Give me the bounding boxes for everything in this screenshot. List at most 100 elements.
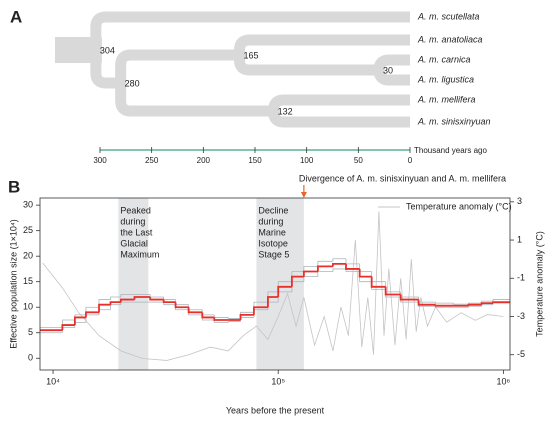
time-tick-label: 100 — [300, 156, 314, 165]
branch — [234, 34, 410, 55]
shaded-region — [118, 198, 149, 370]
step-segment — [481, 304, 494, 307]
step-segment — [213, 317, 229, 321]
step-segment — [120, 294, 135, 298]
step-segment — [371, 271, 386, 283]
time-tick-label: 150 — [248, 156, 262, 165]
branch — [234, 55, 379, 76]
step-segment — [332, 258, 347, 262]
step-segment — [317, 260, 333, 267]
branch — [373, 54, 410, 71]
shaded-label: Maximum — [120, 249, 159, 259]
branch — [268, 111, 410, 128]
step-segment — [303, 265, 318, 272]
step-segment — [303, 276, 318, 282]
step-segment — [332, 262, 347, 267]
step-segment — [149, 297, 164, 301]
x-tick-label: 10⁴ — [46, 376, 60, 386]
y-tick-label: 0 — [28, 353, 33, 363]
shaded-label: Marine — [258, 227, 286, 237]
y2-tick-label: -5 — [517, 349, 525, 359]
leaf-label: A. m. anatoliaca — [417, 34, 483, 44]
step-segment — [163, 297, 176, 300]
step-segment — [435, 302, 454, 304]
step-segment — [98, 299, 111, 308]
step-segment — [201, 312, 215, 319]
step-segment — [187, 307, 203, 314]
branch — [90, 50, 121, 89]
y2-tick-label: -3 — [517, 311, 525, 321]
y-tick-label: 5 — [28, 327, 33, 337]
step-segment — [85, 306, 100, 315]
branch — [268, 94, 410, 111]
y2-tick-label: 1 — [517, 234, 522, 244]
x-tick-label: 10⁶ — [497, 376, 511, 386]
step-segment — [480, 302, 494, 305]
plot-data — [40, 211, 510, 361]
y-tick-label: 30 — [23, 200, 33, 210]
shaded-label: Stage 5 — [258, 249, 289, 259]
step-segment — [61, 324, 75, 331]
node-label: 280 — [125, 78, 140, 88]
y2-tick-label: 3 — [517, 196, 522, 206]
x-axis-label: Years before the present — [226, 405, 325, 415]
step-segment — [240, 317, 254, 322]
tree: 304 280 165 30 132 A. m. scutellata A. m. anat… — [55, 11, 491, 128]
step-segment — [98, 303, 111, 313]
node-label: 165 — [244, 50, 259, 60]
time-tick-label: 300 — [93, 156, 107, 165]
step-segment — [253, 306, 268, 315]
step-segment — [162, 299, 176, 304]
leaf-label: A. m. scutellata — [417, 11, 480, 21]
step-segment — [110, 304, 121, 310]
step-segment — [277, 285, 292, 298]
step-segment — [358, 268, 372, 278]
step-segment — [332, 268, 347, 272]
step-segment — [110, 296, 121, 300]
shaded-label: Decline — [258, 205, 288, 215]
step-segment — [302, 270, 318, 277]
step-segment — [434, 304, 454, 307]
step-segment — [345, 258, 360, 265]
step-segment — [239, 313, 254, 320]
step-segment — [345, 263, 360, 270]
branch — [115, 83, 274, 117]
step-segment — [317, 271, 333, 277]
annotation-arrowhead — [300, 192, 307, 198]
step-segment — [74, 322, 86, 328]
step-segment — [201, 309, 215, 316]
annotation-text: Divergence of A. m. sinisxinyuan and A. … — [299, 173, 506, 183]
step-segment — [188, 304, 203, 311]
node-label: 304 — [100, 45, 115, 55]
y-tick-label: 15 — [23, 276, 33, 286]
x-tick-label: 10⁵ — [271, 376, 285, 386]
step-segment — [492, 302, 510, 305]
step-segment — [119, 298, 135, 303]
step-segment — [400, 291, 419, 298]
step-segment — [399, 294, 419, 301]
step-segment — [61, 319, 75, 328]
leaf-label: A. m. carnica — [417, 54, 471, 64]
branch — [90, 11, 410, 50]
step-segment — [359, 263, 372, 272]
shaded-label: the Last — [120, 227, 153, 237]
shaded-label: Peaked — [120, 205, 151, 215]
leaf-label: A. m. sinisxinyuan — [417, 116, 491, 126]
step-segment — [417, 299, 436, 306]
time-tick-label: 50 — [354, 156, 363, 165]
shaded-region — [256, 198, 304, 370]
leaf-label: A. m. ligustica — [417, 74, 474, 84]
branch — [373, 69, 410, 86]
y-tick-label: 20 — [23, 251, 33, 261]
step-segment — [316, 265, 333, 272]
node-label: 30 — [383, 65, 393, 75]
step-segment — [370, 276, 386, 288]
legend-label: Temperature anomaly (°C) — [406, 201, 512, 211]
step-segment — [85, 314, 100, 323]
step-segment — [492, 301, 510, 304]
step-segment — [290, 275, 304, 287]
shaded-label: Isotope — [258, 238, 288, 248]
shaded-label: during — [258, 216, 283, 226]
time-axis-label: Thousand years ago — [414, 146, 487, 155]
